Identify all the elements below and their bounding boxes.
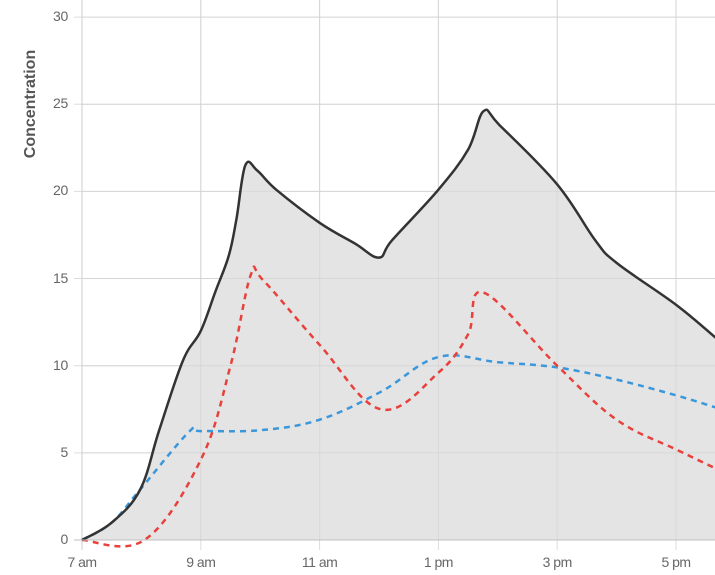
x-tick-label: 7 am [67,554,97,570]
data-series [81,0,715,548]
y-tick-label: 15 [53,269,68,286]
series-dose-2 [81,354,715,542]
y-tick-label: 25 [53,95,68,112]
x-tick-label: 9 am [186,554,216,570]
series-dose-1 [81,265,715,548]
x-tick-label: 1 pm [423,554,454,570]
y-tick-label: 0 [60,531,69,547]
y-tick-label: 30 [53,8,68,25]
total-area-fill [82,109,715,540]
series-total-line [81,108,715,542]
y-tick-label: 20 [53,182,68,199]
y-tick-label: 10 [53,356,68,373]
x-tick-label: 11 am [301,554,338,570]
y-axis-label: Concentration [22,49,39,159]
x-tick-label: 5 pm [661,554,691,570]
x-tick-label: 3 pm [542,554,573,570]
y-tick-label: 5 [60,443,69,460]
